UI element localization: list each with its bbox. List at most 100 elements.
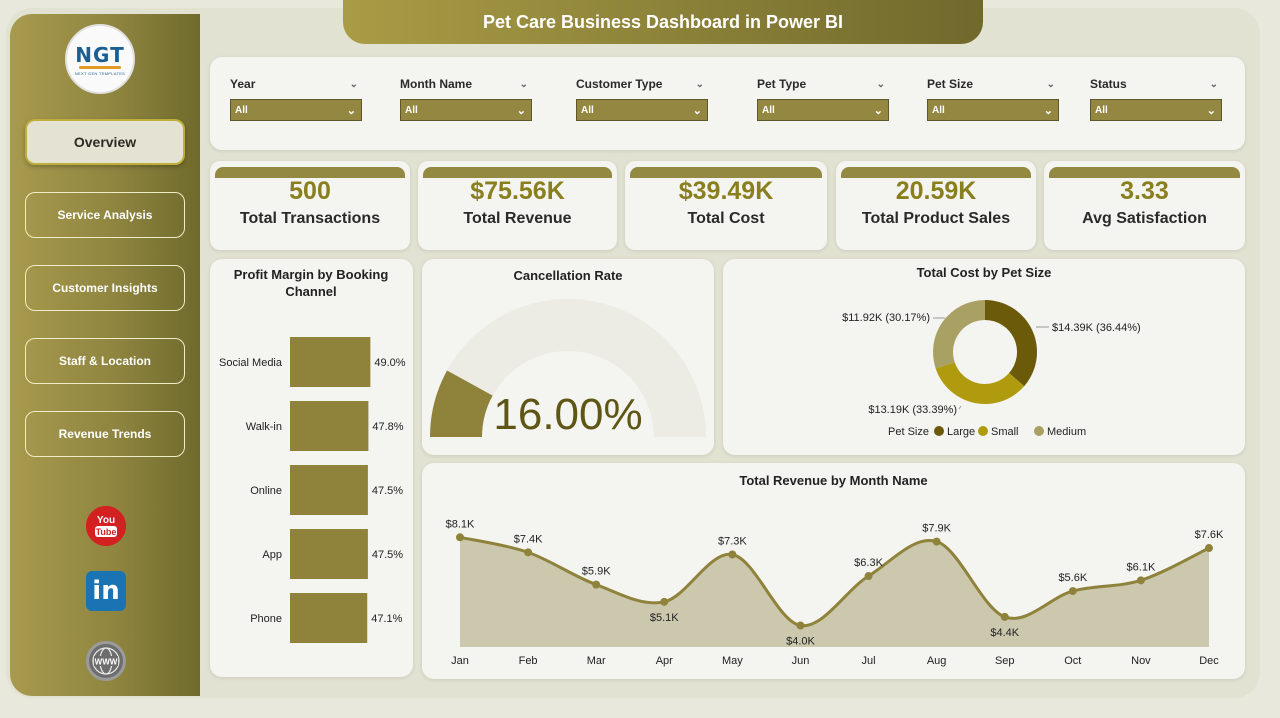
chevron-down-icon[interactable]: ⌄ [695, 78, 704, 90]
bar [290, 529, 368, 579]
data-point [524, 548, 533, 557]
kpi-label: Total Cost [687, 210, 765, 227]
data-label: $5.6K [1058, 572, 1087, 584]
youtube-icon[interactable]: You Tube [86, 506, 126, 546]
total-cost-pet-size-panel [723, 259, 1245, 455]
svg-text:Tube: Tube [96, 527, 117, 537]
data-label: $7.9K [922, 523, 951, 535]
data-label: $6.1K [1127, 561, 1156, 573]
chevron-down-icon: ⌄ [1043, 104, 1053, 117]
filter-customer-type-label: Customer Type [576, 77, 663, 91]
filter-pet-size: Pet Size ⌄ All ⌄ [927, 75, 1059, 121]
chevron-down-icon: ⌄ [516, 104, 526, 117]
kpi-cap [215, 167, 405, 178]
filter-customer-type-value: All [581, 104, 594, 116]
filter-pet-type: Pet Type ⌄ All ⌄ [757, 75, 889, 121]
revenue-by-month-title: Total Revenue by Month Name [739, 473, 928, 488]
area-fill [460, 537, 1209, 647]
chevron-down-icon[interactable]: ⌄ [1209, 78, 1218, 90]
kpi-cap [1049, 167, 1240, 178]
filter-pet-size-select[interactable]: All ⌄ [927, 99, 1059, 121]
bar-category-label: Walk-in [246, 421, 282, 433]
kpi-card-avg-satisfaction: 3.33 Avg Satisfaction [1044, 161, 1245, 250]
nav-service-analysis-button[interactable]: Service Analysis [25, 192, 185, 238]
kpi-label: Total Revenue [463, 210, 572, 227]
filter-year-select[interactable]: All ⌄ [230, 99, 362, 121]
data-point [864, 572, 873, 581]
kpi-label: Total Transactions [239, 210, 381, 227]
kpi-value: $75.56K [470, 177, 565, 205]
data-label: $7.6K [1195, 529, 1224, 541]
data-point [1000, 612, 1009, 621]
filter-customer-type-select[interactable]: All ⌄ [576, 99, 708, 121]
bar-category-label: Social Media [219, 357, 283, 369]
x-tick-label: Jun [792, 655, 810, 667]
chevron-down-icon[interactable]: ⌄ [1046, 78, 1055, 90]
donut-slice [933, 300, 985, 369]
filter-customer-type: Customer Type ⌄ All ⌄ [576, 75, 708, 121]
filter-pet-type-select[interactable]: All ⌄ [757, 99, 889, 121]
data-point [1136, 576, 1145, 585]
nav-revenue-trends-button[interactable]: Revenue Trends [25, 411, 185, 457]
donut-label-large: $14.39K (36.44%) [1052, 322, 1141, 334]
data-label: $6.3K [854, 557, 883, 569]
chevron-down-icon[interactable]: ⌄ [876, 78, 885, 90]
x-tick-label: May [722, 655, 743, 667]
chevron-down-icon: ⌄ [346, 104, 356, 117]
profit-margin-chart: Social Media 49.0% Walk-in 47.8% Online 47.5%… [219, 337, 406, 643]
filter-status: Status ⌄ All ⌄ [1090, 75, 1222, 121]
bar [290, 465, 368, 515]
data-label: $7.4K [514, 533, 543, 545]
total-cost-pet-size-title: Total Cost by Pet Size [916, 265, 1052, 280]
donut-legend-title: Pet Size [888, 426, 929, 438]
data-point [932, 537, 941, 546]
chevron-down-icon[interactable]: ⌄ [349, 78, 358, 90]
x-tick-label: Mar [587, 655, 606, 667]
data-label: $4.4K [990, 627, 1019, 639]
x-tick-label: Jul [862, 655, 876, 667]
svg-text:You: You [97, 515, 115, 526]
chevron-down-icon: ⌄ [1206, 104, 1216, 117]
filter-status-select[interactable]: All ⌄ [1090, 99, 1222, 121]
globe-icon[interactable]: WWW [86, 641, 126, 681]
kpi-label: Total Product Sales [861, 210, 1011, 227]
legend-marker [934, 426, 944, 436]
cancellation-rate-gauge: 16.00% [430, 299, 706, 439]
bar [290, 401, 369, 451]
donut-label-medium: $11.92K (30.17%) [842, 312, 930, 324]
x-tick-label: Oct [1064, 655, 1081, 667]
kpi-value: 3.33 [1120, 177, 1169, 205]
nav-overview-button[interactable]: Overview [25, 119, 185, 165]
bar [290, 337, 371, 387]
chevron-down-icon[interactable]: ⌄ [519, 78, 528, 90]
filters-panel [210, 57, 1245, 150]
gauge-track [430, 299, 706, 437]
data-point [1205, 544, 1213, 553]
filter-pet-size-value: All [932, 104, 945, 116]
filter-pet-type-label: Pet Type [757, 77, 807, 91]
filter-month-name-select[interactable]: All ⌄ [400, 99, 532, 121]
kpi-card-total-revenue: $75.56K Total Revenue [418, 161, 617, 250]
logo-text: NGT [75, 42, 125, 67]
gauge-value-label: 16.00% [493, 390, 642, 439]
filter-year-label: Year [230, 77, 256, 91]
linkedin-icon[interactable]: in [86, 571, 126, 611]
x-tick-label: Sep [995, 655, 1015, 667]
kpi-cap [841, 167, 1031, 178]
bar-category-label: Online [250, 485, 282, 497]
kpi-card-total-transactions: 500 Total Transactions [210, 161, 410, 250]
chevron-down-icon: ⌄ [873, 104, 883, 117]
kpi-cap [630, 167, 822, 178]
x-tick-label: Aug [927, 655, 947, 667]
nav-customer-insights-button[interactable]: Customer Insights [25, 265, 185, 311]
data-point [728, 550, 737, 559]
page-title: Pet Care Business Dashboard in Power BI [343, 0, 983, 44]
logo-subtext: NEXT GEN TEMPLATES [74, 70, 126, 76]
filter-status-label: Status [1090, 77, 1127, 91]
kpi-label: Avg Satisfaction [1082, 210, 1207, 227]
donut-slice [985, 300, 1037, 387]
total-cost-pet-size-donut: $14.39K (36.44%) $13.19K (33.39%) $11.92K … [842, 300, 1141, 438]
nav-staff-location-button[interactable]: Staff & Location [25, 338, 185, 384]
legend-marker [978, 426, 988, 436]
bar-value-label: 47.5% [372, 485, 403, 497]
